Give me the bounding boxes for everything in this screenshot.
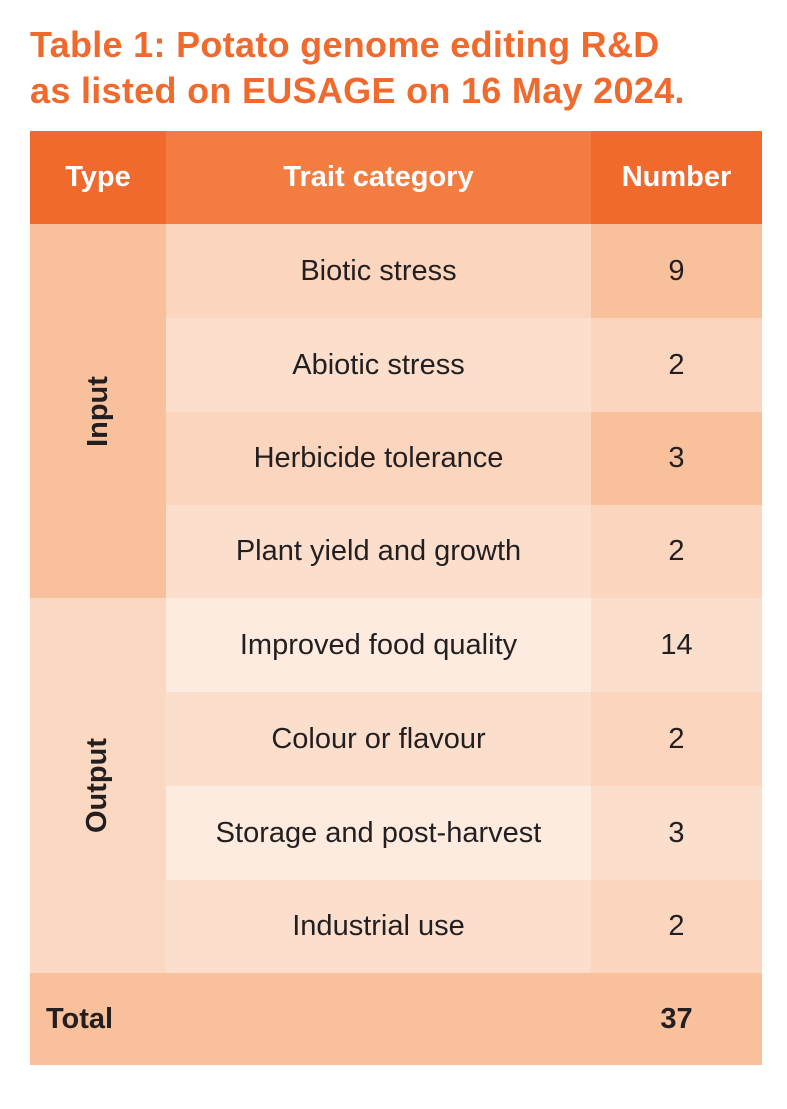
header-type: Type — [30, 131, 166, 224]
type-output-cell: Output — [30, 598, 166, 973]
table-title: Table 1: Potato genome editing R&D as li… — [30, 22, 770, 114]
row-yield-trait: Plant yield and growth — [166, 505, 591, 598]
row-industrial-number: 2 — [591, 880, 762, 973]
type-input-label: Input — [81, 375, 114, 447]
row-abiotic-trait: Abiotic stress — [166, 318, 591, 412]
row-herbicide-trait: Herbicide tolerance — [166, 412, 591, 505]
total-label: Total — [30, 973, 591, 1065]
row-storage-trait: Storage and post-harvest — [166, 786, 591, 880]
row-biotic-trait: Biotic stress — [166, 224, 591, 318]
header-trait-category: Trait category — [166, 131, 591, 224]
row-biotic-number: 9 — [591, 224, 762, 318]
total-number: 37 — [591, 973, 762, 1065]
row-colour-trait: Colour or flavour — [166, 692, 591, 786]
row-food-quality-trait: Improved food quality — [166, 598, 591, 692]
table-title-line-2: as listed on EUSAGE on 16 May 2024. — [30, 70, 685, 111]
row-yield-number: 2 — [591, 505, 762, 598]
row-food-quality-number: 14 — [591, 598, 762, 692]
header-number: Number — [591, 131, 762, 224]
row-storage-number: 3 — [591, 786, 762, 880]
row-industrial-trait: Industrial use — [166, 880, 591, 973]
row-abiotic-number: 2 — [591, 318, 762, 412]
type-input-cell: Input — [30, 224, 166, 598]
trait-table: Type Trait category Number Input Output … — [30, 131, 762, 1065]
row-colour-number: 2 — [591, 692, 762, 786]
type-output-label: Output — [81, 737, 114, 834]
row-herbicide-number: 3 — [591, 412, 762, 505]
table-title-line-1: Table 1: Potato genome editing R&D — [30, 24, 660, 65]
